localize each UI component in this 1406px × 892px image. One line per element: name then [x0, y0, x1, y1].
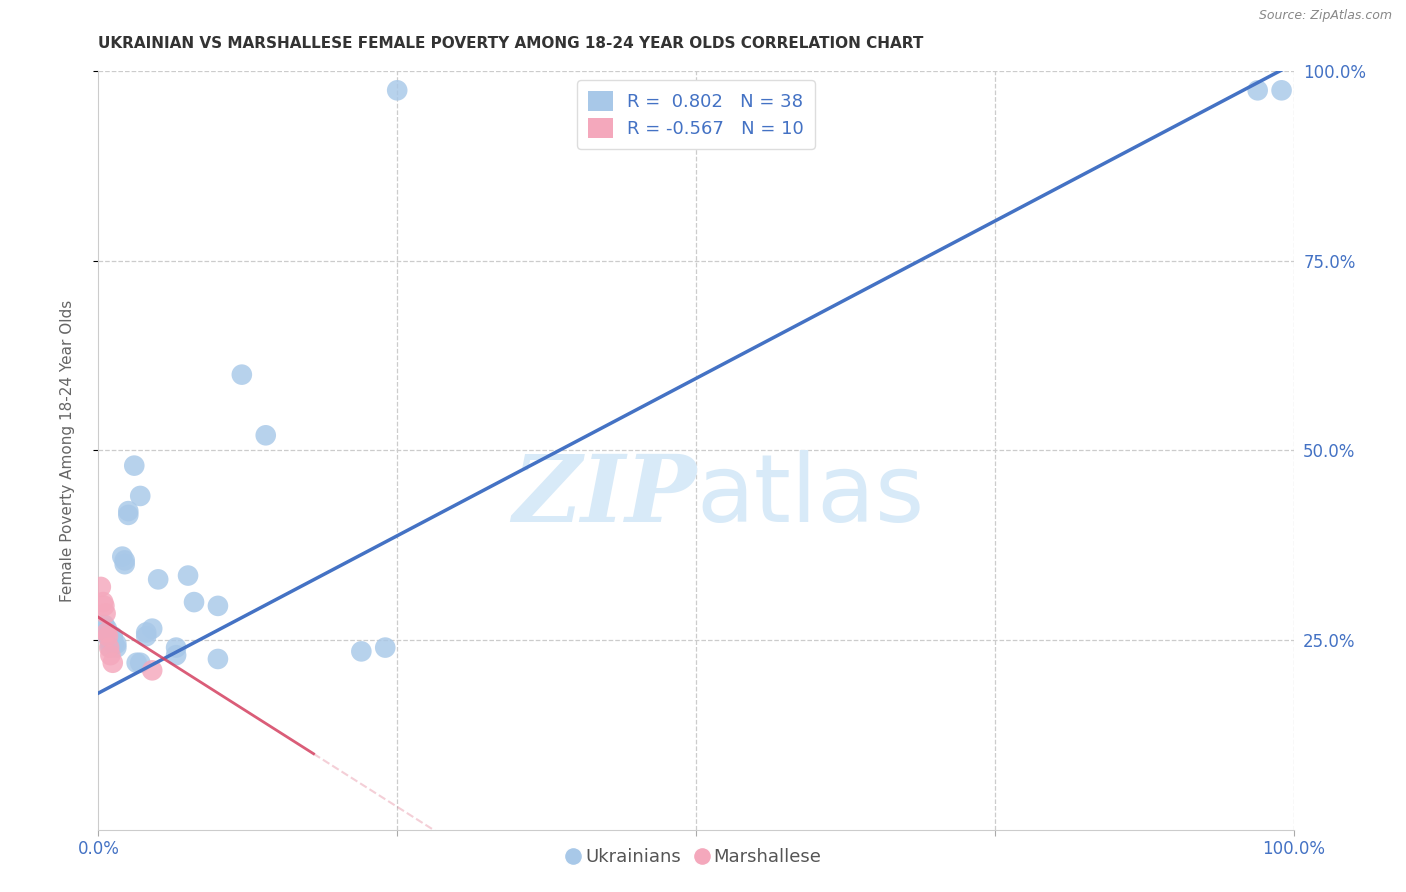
Point — [103, 637, 125, 651]
Point — [98, 633, 121, 648]
Point — [207, 652, 229, 666]
Point — [135, 629, 157, 643]
Point — [98, 640, 122, 655]
Point — [105, 637, 128, 651]
Point — [101, 633, 124, 648]
Point — [141, 622, 163, 636]
Point — [385, 83, 409, 97]
Point — [124, 458, 146, 473]
Y-axis label: Female Poverty Among 18-24 Year Olds: Female Poverty Among 18-24 Year Olds — [60, 300, 75, 601]
Point — [105, 640, 128, 655]
Point — [254, 428, 277, 442]
Point — [114, 557, 136, 572]
Point — [148, 573, 170, 587]
Text: UKRAINIAN VS MARSHALLESE FEMALE POVERTY AMONG 18-24 YEAR OLDS CORRELATION CHART: UKRAINIAN VS MARSHALLESE FEMALE POVERTY … — [98, 36, 924, 51]
Point — [90, 580, 112, 594]
Text: ZIP: ZIP — [512, 451, 696, 541]
Point — [350, 644, 373, 658]
Text: atlas: atlas — [696, 450, 924, 542]
Point — [101, 656, 124, 670]
Point — [93, 625, 115, 640]
Point — [231, 368, 253, 382]
Legend: Ukrainians, Marshallese: Ukrainians, Marshallese — [564, 841, 828, 873]
Point — [111, 549, 134, 564]
Point — [114, 553, 136, 567]
Point — [1271, 83, 1294, 97]
Point — [165, 648, 187, 662]
Point — [183, 595, 205, 609]
Point — [98, 648, 122, 662]
Point — [96, 622, 118, 636]
Point — [94, 607, 117, 621]
Point — [97, 629, 120, 643]
Point — [129, 489, 152, 503]
Point — [125, 656, 148, 670]
Point — [97, 629, 120, 643]
Point — [101, 629, 124, 643]
Text: Source: ZipAtlas.com: Source: ZipAtlas.com — [1258, 9, 1392, 22]
Point — [141, 664, 163, 678]
Point — [98, 637, 122, 651]
Point — [117, 504, 139, 518]
Point — [129, 656, 152, 670]
Point — [98, 640, 121, 655]
Point — [91, 595, 114, 609]
Point — [374, 640, 396, 655]
Point — [93, 617, 115, 632]
Point — [96, 625, 118, 640]
Point — [117, 508, 139, 522]
Point — [93, 599, 115, 613]
Point — [135, 625, 157, 640]
Point — [207, 599, 229, 613]
Point — [177, 568, 200, 582]
Point — [1246, 83, 1268, 97]
Point — [165, 640, 187, 655]
